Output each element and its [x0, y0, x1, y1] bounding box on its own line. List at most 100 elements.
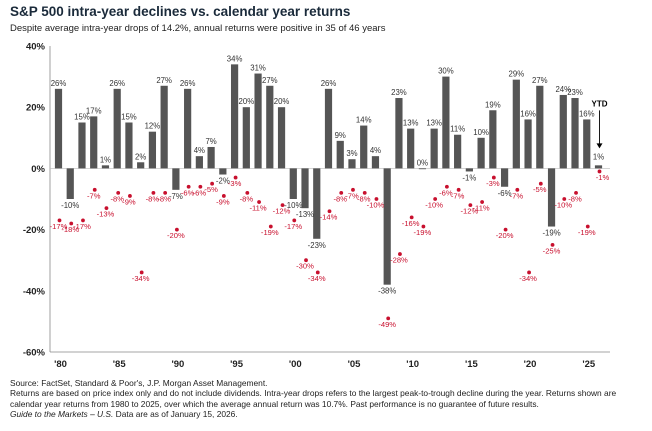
x-tick-label: '05 — [348, 359, 362, 370]
return-bar — [383, 168, 391, 285]
decline-dot — [233, 175, 238, 180]
return-label: 3% — [346, 149, 357, 158]
x-tick-label: '10 — [406, 359, 419, 370]
return-bar — [454, 134, 462, 169]
return-label: 1% — [100, 155, 111, 164]
decline-dot — [351, 187, 355, 192]
decline-dot — [585, 224, 590, 229]
chart-title: S&P 500 intra-year declines vs. calendar… — [10, 4, 351, 19]
decline-label: -49% — [378, 320, 396, 329]
return-label: -7% — [169, 192, 183, 201]
decline-label: -11% — [249, 204, 266, 213]
decline-label: -9% — [122, 197, 136, 206]
decline-label: -13% — [97, 210, 115, 219]
decline-dot — [562, 197, 567, 201]
decline-dot — [57, 218, 62, 223]
decline-label: -7% — [510, 191, 524, 200]
decline-label: -34% — [519, 274, 537, 283]
decline-label: -14% — [320, 213, 338, 222]
return-label: 34% — [227, 54, 243, 63]
return-bar — [536, 85, 544, 169]
decline-label: -9% — [216, 197, 230, 206]
return-bar — [254, 73, 262, 169]
return-bar — [336, 140, 344, 169]
decline-label: -20% — [496, 231, 514, 240]
return-bar — [418, 168, 427, 170]
x-tick-label: '80 — [54, 359, 67, 370]
return-label: 15% — [121, 113, 137, 122]
return-bar — [360, 125, 368, 169]
return-label: 9% — [335, 131, 346, 140]
x-tick-label: '25 — [582, 359, 596, 370]
return-label: 30% — [438, 67, 454, 76]
return-label: 27% — [156, 76, 172, 85]
decline-dot — [386, 316, 391, 321]
decline-label: -7% — [345, 191, 359, 200]
decline-dot — [409, 215, 414, 220]
return-label: -2% — [216, 177, 230, 186]
decline-label: -18% — [61, 225, 79, 234]
decline-label: -3% — [486, 179, 500, 188]
return-bar — [160, 85, 168, 169]
decline-dot — [444, 184, 449, 189]
guide-title: Guide to the Markets – U.S. — [10, 409, 114, 420]
return-bar — [148, 131, 157, 169]
decline-dot — [527, 270, 531, 275]
return-bar — [66, 168, 74, 199]
decline-label: -17% — [284, 222, 302, 231]
decline-dot — [280, 203, 285, 208]
footer: Source: FactSet, Standard & Poor's, J.P.… — [10, 378, 646, 420]
decline-dot — [304, 258, 308, 263]
return-label: 12% — [145, 122, 161, 131]
return-bar — [90, 116, 98, 169]
return-label: -23% — [308, 241, 326, 250]
decline-dot — [163, 190, 168, 195]
return-label: 27% — [262, 76, 278, 85]
decline-label: -28% — [390, 256, 408, 265]
return-label: 31% — [250, 64, 266, 73]
return-label: 15% — [74, 113, 90, 122]
return-label: -6% — [498, 189, 512, 198]
return-bar — [184, 88, 192, 169]
decline-label: -7% — [451, 191, 465, 200]
return-label: 29% — [509, 70, 525, 79]
decline-label: -25% — [543, 246, 561, 255]
decline-dot — [374, 197, 379, 201]
decline-dot — [116, 190, 121, 195]
decline-label: -5% — [204, 185, 218, 194]
decline-dot — [92, 187, 97, 192]
return-bar — [219, 168, 227, 175]
return-label: -1% — [462, 173, 476, 182]
decline-label: -8% — [568, 194, 582, 203]
return-bar — [125, 122, 133, 169]
return-bar — [477, 137, 485, 169]
y-tick-label: 40% — [26, 42, 46, 53]
decline-label: -20% — [167, 231, 185, 240]
y-tick-label: -60% — [23, 348, 46, 359]
return-bar — [277, 107, 286, 169]
return-bar — [430, 128, 438, 169]
return-label: -13% — [296, 210, 314, 219]
return-bar — [571, 98, 579, 169]
return-label: 20% — [274, 97, 290, 106]
methodology-note: Returns are based on price index only an… — [10, 388, 617, 409]
decline-label: -17% — [50, 222, 68, 231]
decline-dot — [433, 197, 438, 201]
decline-label: -11% — [473, 204, 490, 213]
data-labels: 26%-10%15%17%1%26%15%2%12%27%-7%26%4%7%-… — [50, 54, 610, 328]
return-bar — [54, 88, 63, 169]
chart: 40% 20% 0% -20% -40% -60% '80 '85 '90 '95 '00 '05 '1… — [23, 42, 610, 370]
decline-dot — [362, 190, 367, 195]
y-tick-label: -40% — [23, 286, 46, 297]
x-tick-label: '85 — [113, 359, 127, 370]
decline-dot — [503, 227, 508, 232]
return-label: 26% — [109, 79, 125, 88]
decline-label: -19% — [578, 228, 596, 237]
decline-label: -10% — [425, 201, 443, 210]
decline-dot — [257, 200, 261, 204]
return-label: 27% — [532, 76, 548, 85]
decline-dot — [339, 190, 344, 195]
bars — [54, 64, 603, 285]
return-bar — [465, 168, 473, 172]
decline-label: -1% — [596, 173, 610, 182]
